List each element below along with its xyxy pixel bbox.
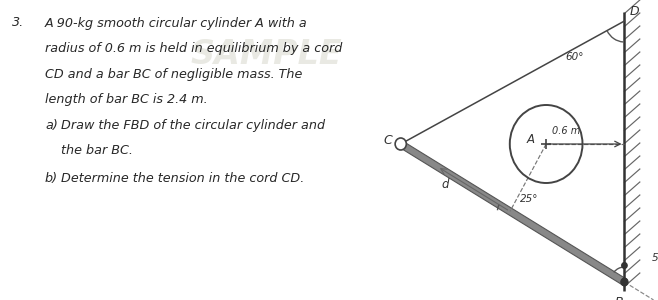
Polygon shape bbox=[399, 141, 626, 285]
Text: Draw the FBD of the circular cylinder and: Draw the FBD of the circular cylinder an… bbox=[61, 118, 325, 131]
Text: CD and a bar BC of negligible mass. The: CD and a bar BC of negligible mass. The bbox=[45, 68, 303, 80]
Text: the bar BC.: the bar BC. bbox=[61, 144, 132, 157]
Text: length of bar BC is 2.4 m.: length of bar BC is 2.4 m. bbox=[45, 93, 208, 106]
Text: a): a) bbox=[45, 118, 58, 131]
Circle shape bbox=[620, 278, 628, 286]
Text: radius of 0.6 m is held in equilibrium by a cord: radius of 0.6 m is held in equilibrium b… bbox=[45, 42, 342, 55]
Text: 50°: 50° bbox=[651, 253, 658, 263]
Text: SAMPLE: SAMPLE bbox=[190, 38, 342, 70]
Text: b): b) bbox=[45, 172, 58, 185]
Text: Determine the tension in the cord CD.: Determine the tension in the cord CD. bbox=[61, 172, 304, 185]
Text: d: d bbox=[442, 178, 449, 191]
Text: C: C bbox=[384, 134, 392, 148]
Text: 3.: 3. bbox=[12, 16, 24, 29]
Text: D: D bbox=[630, 5, 640, 18]
Text: 0.6 m: 0.6 m bbox=[551, 127, 580, 136]
Text: B: B bbox=[615, 296, 623, 300]
Circle shape bbox=[622, 262, 627, 268]
Text: 60°: 60° bbox=[565, 52, 584, 62]
Text: A: A bbox=[527, 133, 535, 146]
Text: 25°: 25° bbox=[520, 194, 539, 204]
Circle shape bbox=[395, 138, 407, 150]
Text: A 90-kg smooth circular cylinder A with a: A 90-kg smooth circular cylinder A with … bbox=[45, 16, 308, 29]
